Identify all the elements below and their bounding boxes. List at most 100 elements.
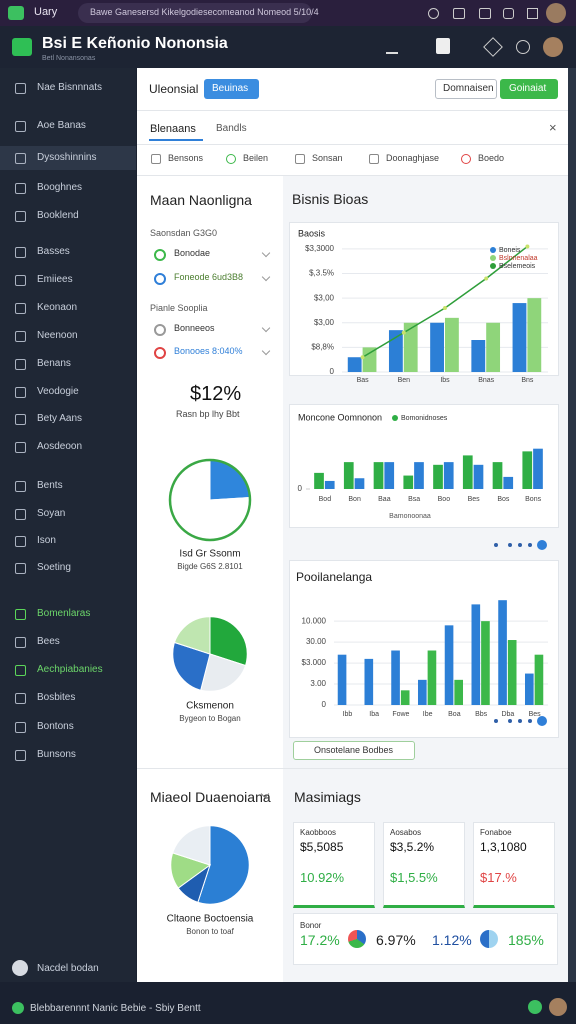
- filter[interactable]: Bensons: [168, 153, 204, 163]
- avatar[interactable]: [549, 998, 567, 1016]
- page-dot[interactable]: [528, 719, 532, 723]
- nav-item[interactable]: Bees: [37, 636, 60, 647]
- legend-label: Bomonidnoses: [401, 415, 448, 422]
- icon[interactable]: [479, 8, 491, 19]
- page-dot[interactable]: [518, 719, 522, 723]
- bar: [445, 317, 459, 372]
- nav-icon: [15, 414, 26, 425]
- option[interactable]: Bonooes 8:040%: [174, 346, 243, 356]
- metric-value: 1,3,1080: [480, 840, 527, 854]
- radio[interactable]: [154, 347, 166, 359]
- option[interactable]: Foneode 6ud3B8: [174, 272, 244, 282]
- page-dot[interactable]: [518, 543, 522, 547]
- chart-title: Moncone Oomnonon: [298, 412, 382, 422]
- nav-item[interactable]: Booghnes: [37, 182, 83, 193]
- nav-item[interactable]: Ison: [37, 535, 56, 546]
- point: [360, 355, 365, 360]
- radio[interactable]: [154, 273, 166, 285]
- nav-item[interactable]: Nae Bisnnnats: [37, 82, 103, 93]
- bar: [444, 625, 454, 705]
- bar: [492, 462, 503, 489]
- user-name[interactable]: Nacdel bodan: [37, 963, 99, 974]
- icon[interactable]: [453, 8, 465, 19]
- nav-item[interactable]: Bosbites: [37, 692, 76, 703]
- avatar[interactable]: [543, 37, 563, 57]
- filter[interactable]: Beilen: [243, 153, 269, 163]
- option[interactable]: Bonodae: [174, 248, 211, 258]
- nav-item[interactable]: Aoe Banas: [37, 120, 86, 131]
- page-dot[interactable]: [528, 543, 532, 547]
- button-label[interactable]: Beuinas: [212, 83, 249, 94]
- page-dot[interactable]: [537, 716, 547, 726]
- button[interactable]: [293, 741, 415, 760]
- button-label[interactable]: Goinaiat: [509, 83, 547, 94]
- chart: Cltaone Boctoensia Bonon to toaf: [167, 823, 254, 936]
- radio[interactable]: [154, 249, 166, 261]
- search-icon[interactable]: [428, 8, 439, 19]
- primary-button[interactable]: [204, 79, 259, 99]
- tab-title[interactable]: Uary: [34, 6, 58, 18]
- icon[interactable]: [386, 40, 398, 54]
- url-text[interactable]: Bawe Ganesersd Kikelgodiesecomeanod Nome…: [90, 7, 319, 17]
- user-icon[interactable]: [12, 960, 28, 976]
- action-button[interactable]: [500, 79, 558, 99]
- close-icon[interactable]: ×: [549, 120, 557, 135]
- secondary-button[interactable]: [435, 79, 497, 99]
- page-dot[interactable]: [508, 543, 512, 547]
- nav-item[interactable]: Keonaon: [37, 302, 78, 313]
- tab[interactable]: Blenaans: [150, 123, 196, 135]
- bar: [533, 448, 543, 489]
- logo: [12, 38, 32, 56]
- nav-item[interactable]: Bety Aans: [37, 413, 83, 424]
- filter[interactable]: Sonsan: [312, 153, 343, 163]
- icon[interactable]: [527, 8, 538, 19]
- legend-label: Bselemeois: [499, 263, 536, 270]
- nav-item[interactable]: Basses: [37, 246, 70, 257]
- y-tick-label: $3,00: [314, 293, 335, 302]
- bar: [314, 472, 324, 489]
- radio[interactable]: [154, 324, 166, 336]
- nav-item[interactable]: Bents: [37, 480, 63, 491]
- status-icon[interactable]: [528, 1000, 542, 1014]
- button-label[interactable]: Domnaisen: [443, 83, 494, 94]
- page-dot[interactable]: [508, 719, 512, 723]
- scrollbar[interactable]: [568, 68, 576, 982]
- nav-icon: [15, 247, 26, 258]
- nav-item[interactable]: Veodogie: [37, 386, 79, 397]
- filter[interactable]: Boedo: [478, 153, 505, 163]
- metric-card: [473, 822, 555, 908]
- nav-item[interactable]: Booklend: [37, 210, 79, 221]
- url-bar[interactable]: [78, 3, 312, 23]
- nav-item[interactable]: Aosdeoon: [37, 441, 83, 452]
- icon[interactable]: [516, 40, 530, 54]
- nav-icon: [15, 536, 26, 547]
- button-label[interactable]: Onsotelane Bodbes: [314, 745, 394, 755]
- nav-item[interactable]: Bomenlaras: [37, 608, 91, 619]
- y-tick-label: $3.000: [302, 658, 327, 667]
- avatar[interactable]: [546, 3, 566, 23]
- nav-item[interactable]: Benans: [37, 358, 71, 369]
- legend-swatch: [490, 247, 496, 253]
- nav-item[interactable]: Soeting: [37, 562, 71, 573]
- nav-item[interactable]: Bontons: [37, 721, 74, 732]
- page-dot[interactable]: [494, 719, 498, 723]
- nav-item[interactable]: Emiiees: [37, 274, 73, 285]
- nav-item[interactable]: Dysoshinnins: [37, 152, 97, 163]
- option[interactable]: Bonneeos: [174, 323, 215, 333]
- nav-item[interactable]: Soyan: [37, 508, 66, 519]
- summary-card: [293, 913, 558, 965]
- icon[interactable]: [503, 8, 514, 19]
- icon[interactable]: [436, 38, 450, 54]
- tab[interactable]: Bandls: [216, 123, 247, 134]
- filter[interactable]: Doonaghjase: [386, 153, 440, 163]
- section-title: Masimiags: [294, 789, 361, 805]
- nav-item[interactable]: Aechpiabanies: [37, 664, 103, 675]
- metric-change: $17.%: [480, 870, 517, 885]
- nav-item[interactable]: Neenoon: [37, 330, 78, 341]
- page-dot[interactable]: [494, 543, 498, 547]
- nav-item[interactable]: Bunsons: [37, 749, 76, 760]
- page-dot[interactable]: [537, 540, 547, 550]
- legend-swatch: [490, 263, 496, 269]
- divider: [137, 144, 568, 145]
- x-tick-label: Dba: [501, 711, 514, 718]
